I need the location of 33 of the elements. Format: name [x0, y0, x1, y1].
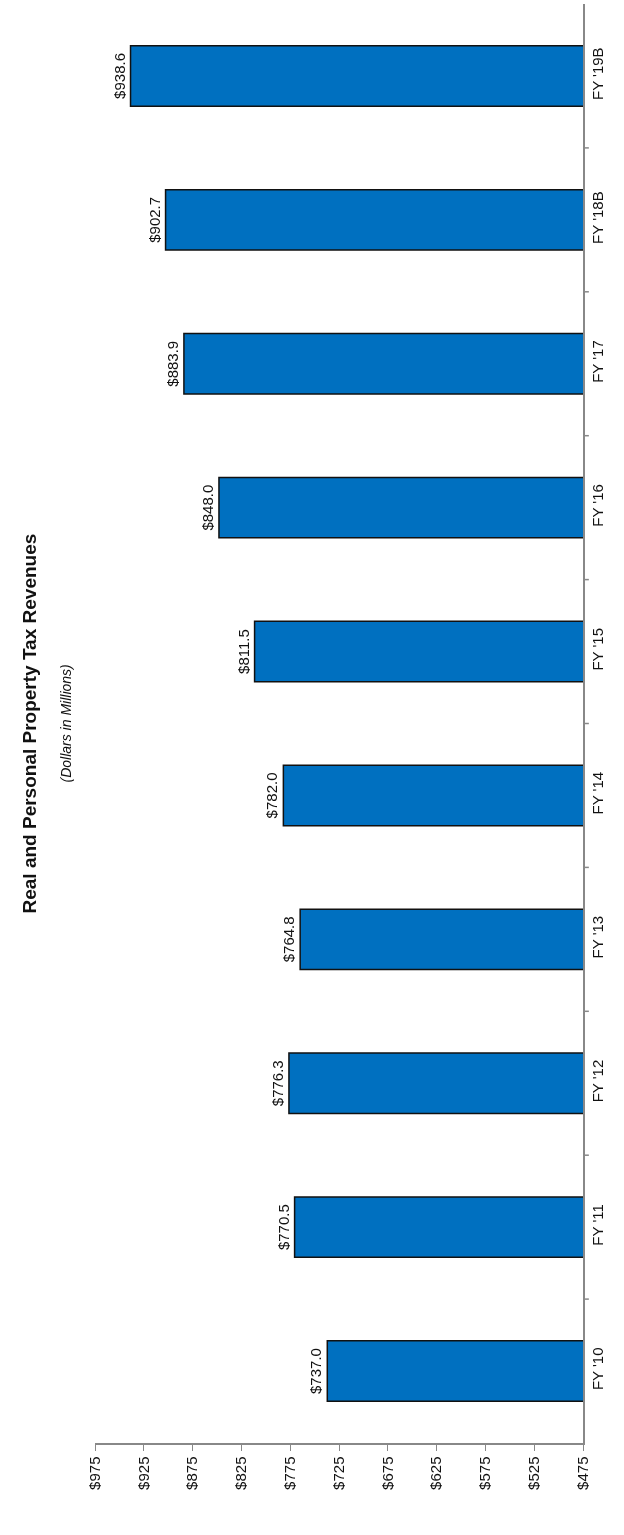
x-tick-label: $825: [232, 1456, 250, 1490]
x-tick-label: $975: [85, 1456, 103, 1490]
data-label: $764.8: [280, 916, 298, 963]
x-tick-label: $925: [134, 1456, 152, 1490]
y-tick-label: FY '13: [588, 915, 606, 959]
x-tick-label: $625: [427, 1456, 445, 1490]
text: (Dollars in Millions): [57, 664, 74, 783]
y-tick-label: FY '16: [588, 484, 606, 527]
text: Real and Personal Property Tax Revenues: [18, 533, 40, 914]
data-label: $737.0: [307, 1348, 325, 1394]
x-tick-label: $775: [281, 1456, 299, 1490]
y-tick-label: FY '17: [588, 340, 606, 383]
y-tick-label: FY '18B: [588, 191, 606, 244]
y-tick-label: FY '11: [588, 1204, 606, 1246]
data-label: $848.0: [198, 484, 216, 531]
x-tick-label: $725: [329, 1456, 347, 1490]
y-tick-label: FY '10: [588, 1347, 606, 1391]
y-tick-label: FY '19B: [588, 47, 606, 101]
data-label: $883.9: [163, 340, 181, 387]
x-tick-label: $475: [573, 1456, 591, 1490]
y-tick-label: FY '15: [588, 627, 606, 671]
data-label: $902.7: [145, 196, 163, 243]
y-tick-label: FY '12: [588, 1059, 606, 1103]
x-tick-label: $525: [525, 1456, 543, 1490]
data-label: $811.5: [234, 629, 252, 674]
data-label: $776.3: [268, 1060, 286, 1107]
x-tick-label: $875: [183, 1456, 201, 1490]
data-label: $770.5: [274, 1204, 292, 1251]
x-tick-label: $575: [476, 1456, 494, 1490]
y-tick-label: FY '14: [588, 771, 606, 815]
data-label: $938.6: [110, 53, 128, 99]
x-tick-label: $675: [378, 1456, 396, 1490]
data-label: $782.0: [263, 772, 281, 819]
